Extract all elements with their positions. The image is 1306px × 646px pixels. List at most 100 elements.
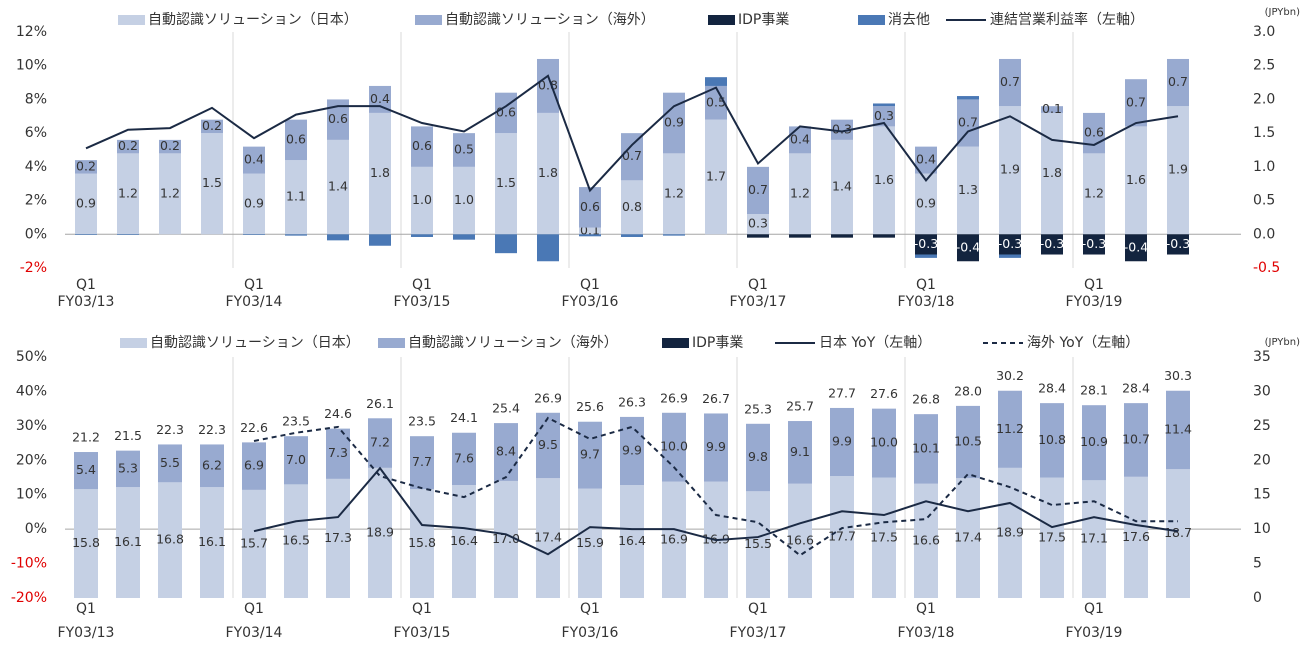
bar	[1082, 480, 1106, 598]
y2-tick-label: 25	[1253, 418, 1271, 434]
y-tick-label: 12%	[16, 24, 47, 40]
y-tick-label: 40%	[16, 383, 47, 399]
y-tick-label: 10%	[16, 487, 47, 503]
x-tick-label: Q1	[244, 601, 264, 617]
x-group-label: FY03/13	[58, 294, 115, 310]
data-label: 15.9	[576, 535, 604, 550]
y-tick-label: 20%	[16, 452, 47, 468]
data-label: 9.9	[832, 434, 852, 449]
data-label: 0.3	[874, 108, 894, 123]
data-label: 15.8	[72, 535, 100, 550]
total-label: 23.5	[282, 414, 310, 429]
bar	[789, 234, 811, 238]
bar	[1167, 234, 1189, 255]
bar	[74, 489, 98, 598]
data-label: 0.2	[160, 138, 180, 153]
total-label: 28.4	[1122, 381, 1150, 396]
bar	[788, 421, 812, 484]
bar	[369, 234, 391, 246]
bar	[452, 485, 476, 598]
bar	[117, 153, 139, 235]
bar	[578, 421, 602, 489]
data-label: 0.6	[286, 131, 306, 146]
data-label: 1.1	[286, 189, 306, 204]
total-label: 28.0	[954, 383, 982, 398]
y2-tick-label: 10	[1253, 521, 1271, 537]
data-label: 1.2	[664, 185, 684, 200]
legend-swatch	[120, 338, 147, 348]
data-label: 1.6	[874, 172, 894, 187]
data-label: 1.9	[1000, 162, 1020, 177]
legend-label: 海外 YoY（左軸）	[1027, 335, 1139, 351]
total-label: 28.4	[1038, 381, 1066, 396]
y2-tick-label: 5	[1253, 556, 1262, 572]
data-label: 17.7	[828, 529, 856, 544]
x-tick-label: Q1	[580, 601, 600, 617]
data-label: 5.5	[160, 455, 180, 470]
total-label: 27.7	[828, 385, 856, 400]
data-label: 11.4	[1164, 421, 1192, 436]
legend-swatch	[858, 15, 885, 25]
data-label: 10.0	[870, 435, 898, 450]
bar	[998, 390, 1022, 468]
bar	[452, 432, 476, 486]
data-label: 16.1	[198, 534, 226, 549]
bar	[285, 160, 307, 235]
total-label: 26.7	[702, 391, 730, 406]
total-label: 22.6	[240, 420, 268, 435]
total-label: 22.3	[156, 422, 184, 437]
total-label: 26.9	[660, 390, 688, 405]
data-label: 7.6	[454, 450, 474, 465]
bar	[788, 483, 812, 598]
data-label: 10.1	[912, 440, 940, 455]
total-label: 30.2	[996, 368, 1024, 383]
data-label: -0.3	[1040, 236, 1064, 251]
total-label: 28.1	[1080, 383, 1108, 398]
bar	[495, 133, 517, 235]
legend-label: 消去他	[888, 12, 930, 28]
bar	[705, 119, 727, 235]
bar	[705, 85, 727, 120]
bar	[956, 478, 980, 598]
data-label: 0.3	[832, 121, 852, 136]
bar	[956, 405, 980, 479]
bar	[704, 413, 728, 482]
data-label: 0.7	[1000, 74, 1020, 89]
bar	[158, 444, 182, 483]
x-tick-label: Q1	[1084, 277, 1104, 293]
data-label: 0.1	[1042, 101, 1062, 116]
total-label: 30.3	[1164, 368, 1192, 383]
data-label: 0.6	[412, 138, 432, 153]
bar	[957, 146, 979, 235]
legend-label: IDP事業	[692, 335, 743, 351]
x-tick-label: Q1	[412, 277, 432, 293]
data-label: 17.5	[1038, 529, 1066, 544]
data-label: 1.2	[790, 185, 810, 200]
total-label: 26.8	[912, 392, 940, 407]
y2-tick-label: -0.5	[1253, 260, 1280, 276]
bar	[1125, 126, 1147, 235]
data-label: 1.8	[538, 165, 558, 180]
data-label: 17.1	[1080, 531, 1108, 546]
bar	[494, 423, 518, 481]
bar	[327, 139, 349, 235]
bar	[662, 412, 686, 482]
total-label: 24.1	[450, 410, 478, 425]
total-label: 27.6	[870, 386, 898, 401]
data-label: 0.9	[244, 195, 264, 210]
bar	[1167, 58, 1189, 107]
bar	[1041, 234, 1063, 255]
data-label: 10.7	[1122, 431, 1150, 446]
bar	[831, 119, 853, 140]
y-tick-label: -2%	[20, 260, 47, 276]
data-label: 0.4	[244, 152, 264, 167]
total-label: 26.9	[534, 390, 562, 405]
bar	[999, 106, 1021, 235]
bar	[1125, 234, 1147, 262]
bar	[873, 234, 895, 238]
data-label: 10.5	[954, 434, 982, 449]
y-tick-label: 2%	[25, 193, 47, 209]
x-group-label: FY03/15	[394, 625, 451, 641]
bar	[327, 99, 349, 140]
bar	[621, 234, 643, 237]
